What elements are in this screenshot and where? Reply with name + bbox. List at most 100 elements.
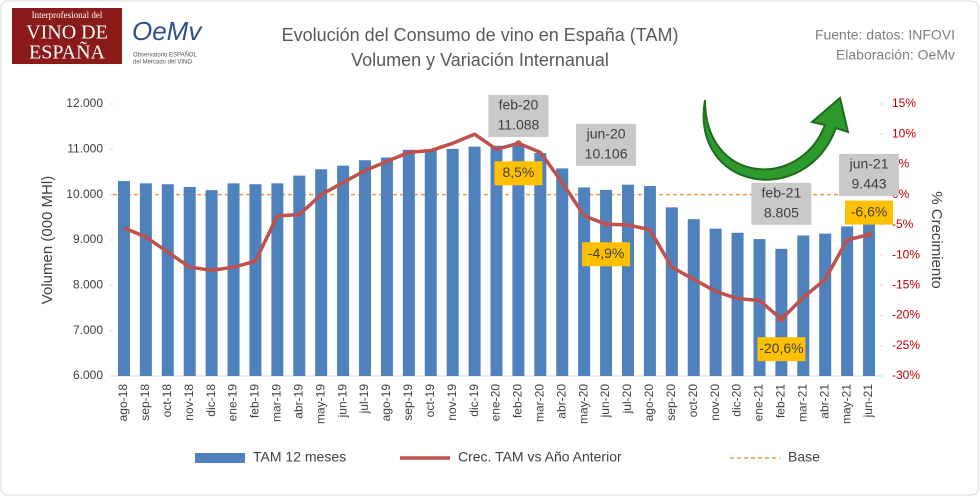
annotation-box [751,182,812,225]
y-tick-label: 7.000 [73,323,103,337]
bar [687,219,700,376]
y2-tick-label: -20% [892,308,920,322]
data-label: -4,9% [588,245,625,261]
x-tick-label: ago-19 [379,384,393,422]
y2-axis-label: % Crecimiento [928,191,945,289]
x-tick-label: feb-21 [774,384,788,418]
bar [380,157,393,376]
x-tick-label: jul-19 [357,384,371,415]
data-label: 9.443 [852,176,887,192]
x-tick-label: dic-20 [730,384,744,417]
bar [402,149,415,376]
y-tick-label: 9.000 [73,232,103,246]
x-tick-label: abr-21 [817,384,831,419]
marker [778,316,785,323]
y2-tick-label: -15% [892,278,920,292]
bar [819,233,832,376]
marker [866,231,873,238]
y-tick-label: 10.000 [66,187,103,201]
legend-label: Base [788,449,820,465]
x-tick-label: oct-19 [423,384,437,418]
x-tick-label: may-21 [839,384,853,424]
y2-tick-label: 15% [892,96,916,110]
bar [643,186,656,376]
data-label: 8,5% [502,164,534,180]
bar [293,175,306,376]
x-tick-label: ago-18 [116,384,130,422]
x-tick-label: dic-19 [467,384,481,417]
decor-arrow [702,96,850,181]
bar [139,183,152,376]
y-tick-label: 12.000 [66,96,103,110]
annotation-box [576,123,637,166]
bar [227,183,240,376]
marker [603,221,610,228]
logo-text: del Mercado del VINO [133,60,192,66]
data-label: 11.088 [498,117,540,133]
chart-title: Evolución del Consumo de vino en España … [282,25,679,45]
bar [841,226,854,376]
x-tick-label: jun-21 [861,384,875,419]
x-tick-label: mar-19 [270,384,284,422]
marker [515,140,522,147]
y2-tick-label: 10% [892,126,916,140]
x-tick-label: jun-20 [598,384,612,419]
legend-label: Crec. TAM vs Año Anterior [458,449,622,465]
logo-text: VINO DE [26,22,108,44]
y-axis-label: Volumen (000 MHl) [39,176,56,304]
x-tick-label: may-19 [313,384,327,424]
x-tick-label: mar-20 [533,384,547,422]
bar [863,219,876,376]
bar [490,145,503,376]
bar [359,160,372,376]
x-tick-label: abr-19 [291,384,305,419]
y-tick-label: 11.000 [67,142,103,156]
x-tick-label: feb-19 [248,384,262,418]
x-tick-label: sep-19 [401,384,415,421]
bar [468,146,481,376]
x-tick-label: oct-18 [160,384,174,418]
data-label-box [494,161,543,186]
bar [578,187,591,376]
logo-text: ESPAÑA [29,40,106,64]
y2-tick-label: -5% [892,217,914,231]
annotation-box [839,153,900,196]
line [123,132,870,321]
logo-box [12,8,122,64]
bar [600,189,613,376]
y-tick-label: 8.000 [73,278,103,292]
bar [337,165,350,376]
x-tick-label: mar-21 [795,384,809,422]
data-label-box [582,242,631,267]
bar [315,169,328,376]
logo-text: OeMv [132,16,203,46]
legend-swatch [195,453,245,463]
x-tick-label: nov-20 [708,384,722,421]
bar [446,148,459,376]
data-label-box [845,200,894,225]
x-tick-label: ene-21 [752,384,766,422]
legend-label: TAM 12 meses [253,449,346,465]
x-tick-label: nov-18 [182,384,196,421]
y2-tick-label: -25% [892,338,920,352]
source: Fuente: datos: INFOVI [815,27,955,43]
x-tick-label: jul-20 [620,384,634,415]
data-label: 8.805 [764,205,799,221]
x-tick-label: jun-19 [335,384,349,419]
data-label-box [757,337,806,362]
bar [117,181,130,376]
x-tick-label: ene-19 [226,384,240,422]
bar [161,184,174,376]
bar [709,228,722,376]
bar [534,152,547,376]
annotation-category: feb-21 [762,185,802,201]
annotation-category: jun-21 [849,156,889,172]
bar [556,168,569,376]
x-tick-label: may-20 [576,384,590,424]
bar [183,186,196,376]
data-label: 10.106 [585,146,628,162]
annotation-category: jun-20 [586,126,626,142]
bar [271,183,284,376]
